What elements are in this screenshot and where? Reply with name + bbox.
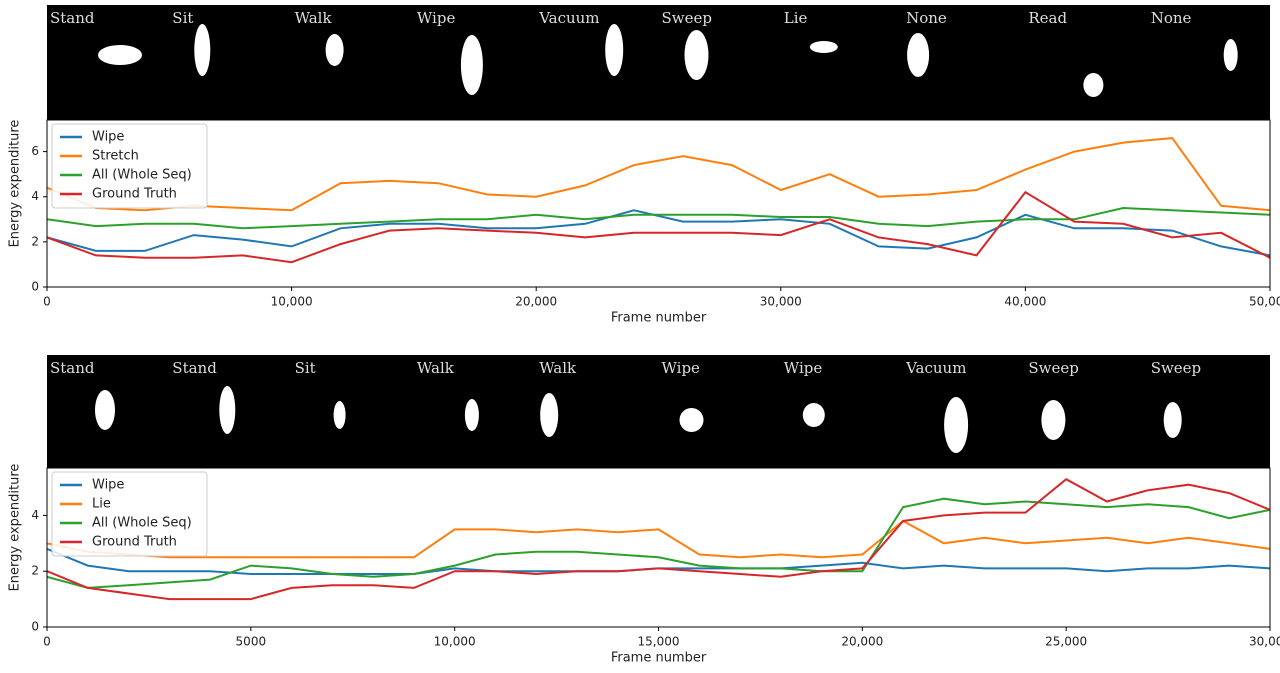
series-line: [47, 208, 1270, 228]
silhouette: [1041, 400, 1065, 440]
y-axis-label: Energy expenditure: [8, 464, 23, 592]
silhouette: [98, 45, 142, 65]
silhouette: [1224, 39, 1238, 71]
silhouette: [461, 35, 483, 95]
legend-label: Stretch: [92, 149, 139, 164]
plot-frame: [47, 120, 1270, 287]
legend-label: Wipe: [92, 130, 124, 145]
x-tick-label: 50,000: [1249, 295, 1280, 309]
x-tick-label: 20,000: [515, 295, 557, 309]
series-line: [47, 138, 1270, 210]
silhouette: [334, 401, 346, 429]
activity-label: Lie: [784, 9, 808, 27]
silhouette: [944, 397, 968, 453]
series-line: [47, 521, 1270, 557]
activity-label: Walk: [295, 9, 333, 27]
silhouette: [605, 24, 623, 76]
y-tick-label: 6: [31, 144, 39, 158]
y-tick-label: 0: [31, 620, 39, 634]
legend-label: All (Whole Seq): [92, 516, 192, 531]
silhouette: [465, 399, 479, 431]
x-tick-label: 10,000: [271, 295, 313, 309]
silhouette: [810, 41, 838, 53]
activity-label: Sit: [172, 9, 193, 27]
x-tick-label: 40,000: [1004, 295, 1046, 309]
x-tick-label: 0: [43, 635, 51, 649]
activity-label: None: [1151, 9, 1192, 27]
x-tick-label: 30,000: [1249, 635, 1280, 649]
activity-label: Stand: [50, 359, 95, 377]
y-tick-label: 2: [31, 564, 39, 578]
silhouette: [907, 33, 929, 77]
activity-label: Sweep: [662, 9, 712, 27]
activity-label: Sit: [295, 359, 316, 377]
silhouette: [1164, 402, 1182, 438]
silhouette: [326, 34, 344, 66]
activity-label: Walk: [539, 359, 577, 377]
x-tick-label: 20,000: [841, 635, 883, 649]
silhouette: [685, 30, 709, 80]
x-tick-label: 25,000: [1045, 635, 1087, 649]
silhouette: [95, 390, 115, 430]
activity-label: Wipe: [784, 359, 823, 377]
legend-label: Ground Truth: [92, 187, 177, 202]
plot-frame: [47, 468, 1270, 627]
silhouette: [219, 386, 235, 434]
x-tick-label: 0: [43, 295, 51, 309]
activity-label: Stand: [172, 359, 217, 377]
x-axis-label: Frame number: [611, 651, 707, 666]
activity-label: Vacuum: [905, 359, 966, 377]
activity-label: Wipe: [417, 9, 456, 27]
activity-label: Sweep: [1028, 359, 1078, 377]
x-axis-label: Frame number: [611, 311, 707, 326]
frame-strip: [47, 5, 1270, 120]
silhouette: [1083, 73, 1103, 97]
y-tick-label: 4: [31, 508, 39, 522]
y-tick-label: 0: [31, 280, 39, 294]
activity-label: Stand: [50, 9, 95, 27]
silhouette: [803, 403, 825, 427]
figure: Stand Sit Walk Wipe Vacuum Sweep Lie None Read No…: [0, 0, 1280, 673]
x-tick-label: 10,000: [434, 635, 476, 649]
legend-label: All (Whole Seq): [92, 168, 192, 183]
activity-label: None: [906, 9, 947, 27]
series-line: [47, 549, 1270, 574]
x-tick-label: 30,000: [760, 295, 802, 309]
activity-label: Vacuum: [538, 9, 599, 27]
legend-label: Ground Truth: [92, 535, 177, 550]
x-tick-label: 15,000: [638, 635, 680, 649]
x-tick-label: 5000: [236, 635, 267, 649]
y-tick-label: 2: [31, 234, 39, 248]
series-line: [47, 499, 1270, 588]
silhouette: [194, 24, 210, 76]
legend-label: Lie: [92, 497, 111, 512]
y-tick-label: 4: [31, 189, 39, 203]
y-axis-label: Energy expenditure: [8, 120, 23, 248]
activity-label: Wipe: [662, 359, 701, 377]
silhouette: [540, 393, 558, 437]
activity-label: Walk: [417, 359, 455, 377]
silhouette: [680, 408, 704, 432]
activity-label: Sweep: [1151, 359, 1201, 377]
legend-label: Wipe: [92, 478, 124, 493]
activity-label: Read: [1028, 9, 1067, 27]
